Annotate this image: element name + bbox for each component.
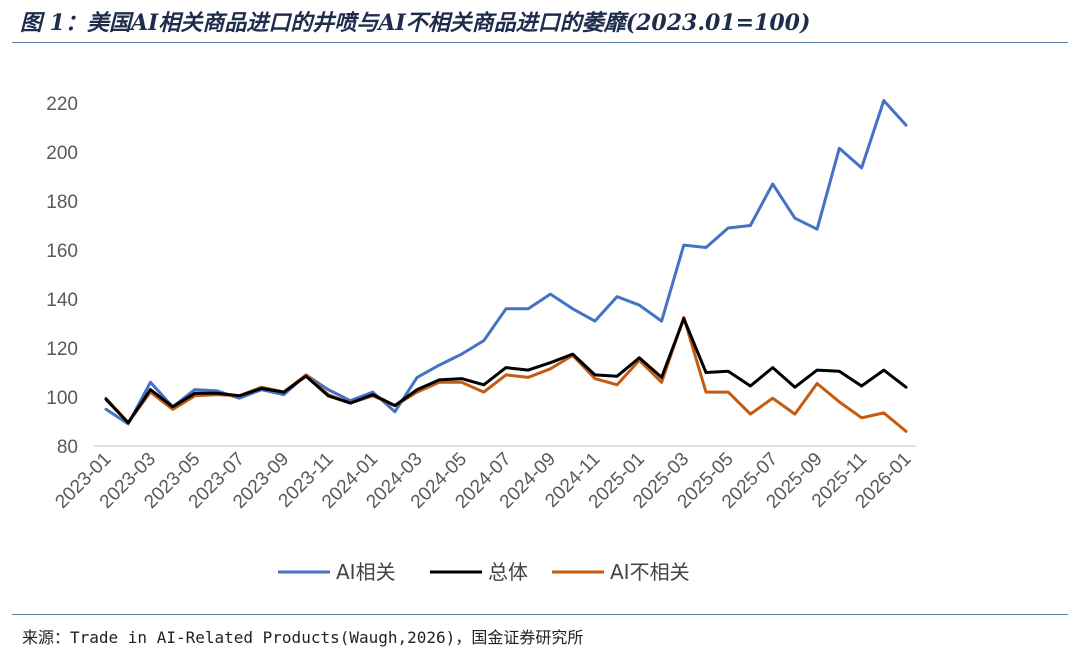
series-lines bbox=[104, 99, 908, 433]
line-chart: 80 100 120 140 160 180 200 220 2023-012023-0320… bbox=[46, 94, 916, 584]
legend-label-2: AI不相关 bbox=[610, 560, 690, 584]
title-divider bbox=[12, 42, 1068, 43]
y-tick-label: 140 bbox=[46, 290, 78, 311]
series-line-1 bbox=[104, 317, 908, 425]
series-line-2 bbox=[104, 315, 908, 433]
y-tick-label: 200 bbox=[46, 143, 78, 164]
y-tick-label: 80 bbox=[57, 437, 78, 458]
series-line-0 bbox=[104, 99, 908, 426]
legend-label-1: 总体 bbox=[488, 560, 528, 584]
page-title: 图 1：美国AI相关商品进口的井喷与AI不相关商品进口的萎靡(2023.01=1… bbox=[20, 10, 811, 36]
source-divider bbox=[12, 614, 1068, 615]
legend-label-0: AI相关 bbox=[336, 560, 396, 584]
y-axis-ticks: 80 100 120 140 160 180 200 220 bbox=[46, 94, 78, 458]
x-axis-ticks: 2023-012023-032023-052023-072023-092023-… bbox=[51, 449, 915, 513]
source-note: 来源：Trade in AI-Related Products(Waugh,20… bbox=[22, 628, 584, 647]
legend: AI相关 总体 AI不相关 bbox=[278, 560, 690, 584]
y-tick-label: 100 bbox=[46, 388, 78, 409]
y-tick-label: 220 bbox=[46, 94, 78, 115]
y-tick-label: 180 bbox=[46, 192, 78, 213]
y-tick-label: 160 bbox=[46, 241, 78, 262]
y-tick-label: 120 bbox=[46, 339, 78, 360]
